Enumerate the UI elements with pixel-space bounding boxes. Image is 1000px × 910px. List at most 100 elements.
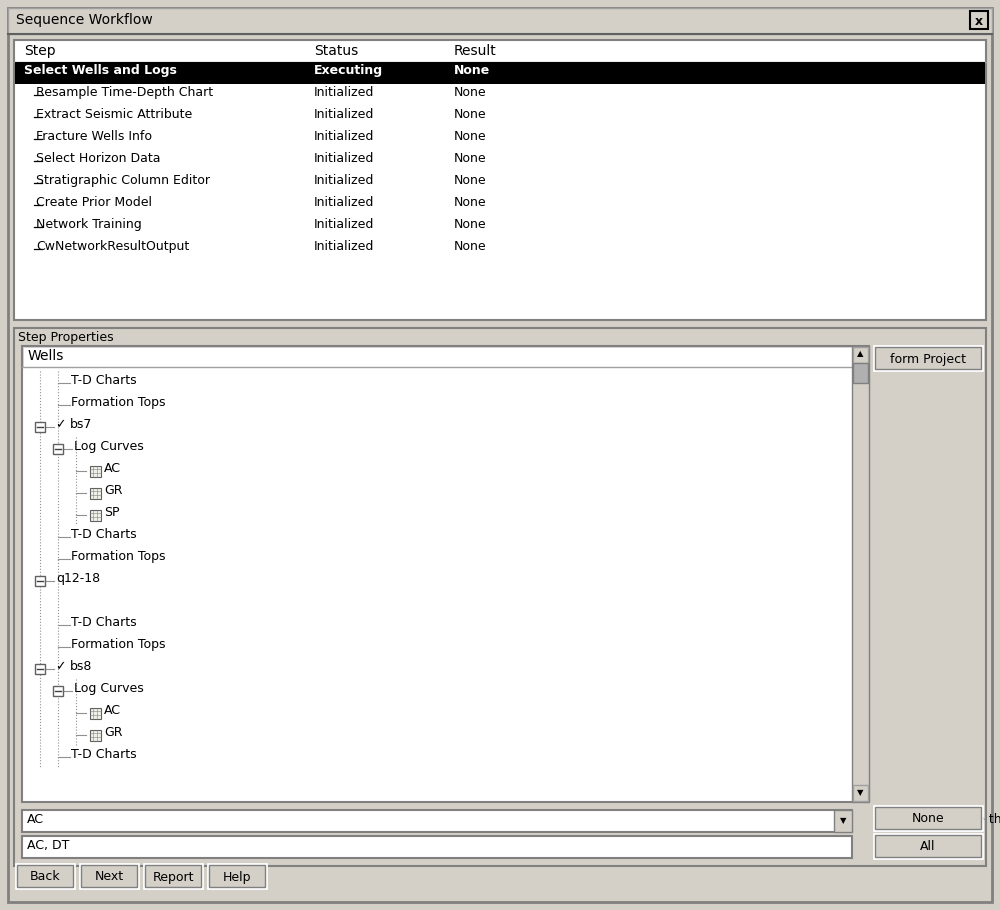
Text: Status: Status	[314, 44, 358, 58]
Text: Sequence Workflow: Sequence Workflow	[16, 13, 153, 27]
Bar	[853, 347, 868, 363]
Text: Result: Result	[454, 44, 497, 58]
Bar	[853, 363, 868, 383]
Text: Initialized: Initialized	[314, 196, 374, 209]
Bar	[81, 865, 137, 887]
Text: (If there are more than one alias separate them by ","): (If there are more than one alias separa…	[874, 813, 1000, 826]
Bar	[834, 810, 852, 832]
Text: Stratigraphic Column Editor: Stratigraphic Column Editor	[36, 174, 210, 187]
Text: None: None	[454, 240, 487, 253]
Bar	[970, 11, 988, 29]
Bar	[144, 864, 202, 888]
Text: Step: Step	[24, 44, 56, 58]
Text: T-D Charts: T-D Charts	[71, 748, 137, 761]
Bar	[874, 834, 982, 858]
Bar	[90, 510, 101, 521]
Text: Initialized: Initialized	[314, 108, 374, 121]
Bar	[90, 708, 101, 719]
Text: ✓: ✓	[55, 660, 66, 673]
Text: Executing: Executing	[314, 64, 383, 77]
Bar	[35, 664, 45, 674]
Text: None: None	[454, 130, 487, 143]
Bar	[875, 807, 981, 829]
Bar	[90, 466, 101, 477]
Text: None: None	[454, 196, 487, 209]
Bar	[209, 865, 265, 887]
Text: None: None	[912, 813, 944, 825]
Text: AC, DT: AC, DT	[27, 839, 69, 852]
Text: Extract Seismic Attribute: Extract Seismic Attribute	[36, 108, 192, 121]
Text: Resample Time-Depth Chart: Resample Time-Depth Chart	[36, 86, 213, 99]
Bar	[874, 806, 982, 830]
Bar	[875, 347, 981, 369]
Text: CwNetworkResultOutput: CwNetworkResultOutput	[36, 240, 189, 253]
Text: SP: SP	[104, 506, 120, 519]
Text: Formation Tops: Formation Tops	[71, 638, 166, 651]
Bar	[90, 488, 101, 499]
Bar	[145, 865, 201, 887]
Text: None: None	[454, 108, 487, 121]
Text: Initialized: Initialized	[314, 152, 374, 165]
Text: Formation Tops: Formation Tops	[71, 550, 166, 563]
Bar	[53, 444, 63, 454]
Bar	[22, 836, 852, 858]
Bar	[8, 8, 992, 34]
Text: Log Curves: Log Curves	[74, 682, 144, 695]
Text: Initialized: Initialized	[314, 240, 374, 253]
Text: ▼: ▼	[840, 816, 846, 825]
Text: GR: GR	[104, 484, 122, 497]
Text: Next: Next	[94, 871, 124, 884]
Text: Help: Help	[223, 871, 251, 884]
Text: None: None	[454, 64, 490, 77]
Text: None: None	[454, 152, 487, 165]
Text: Create Prior Model: Create Prior Model	[36, 196, 152, 209]
Text: AC: AC	[104, 462, 121, 475]
Text: AC: AC	[27, 813, 44, 826]
Bar	[35, 576, 45, 586]
Text: ✓: ✓	[55, 418, 66, 431]
Text: Initialized: Initialized	[314, 174, 374, 187]
Text: Fracture Wells Info: Fracture Wells Info	[36, 130, 152, 143]
Text: GR: GR	[104, 726, 122, 739]
Bar	[35, 422, 45, 432]
Bar	[23, 347, 852, 367]
Text: None: None	[454, 86, 487, 99]
Text: T-D Charts: T-D Charts	[71, 616, 137, 629]
Text: Log Curves: Log Curves	[74, 440, 144, 453]
Text: Back: Back	[30, 871, 60, 884]
Text: ▲: ▲	[857, 349, 863, 358]
Bar	[53, 686, 63, 696]
Bar	[90, 730, 101, 741]
Bar	[15, 62, 985, 84]
Text: ▼: ▼	[857, 788, 863, 797]
Text: All: All	[920, 841, 936, 854]
Bar	[852, 346, 869, 802]
Text: Select Wells and Logs: Select Wells and Logs	[24, 64, 177, 77]
Bar	[14, 40, 986, 320]
Bar	[208, 864, 266, 888]
Text: Formation Tops: Formation Tops	[71, 396, 166, 409]
Bar	[22, 810, 852, 832]
Text: bs8: bs8	[70, 660, 92, 673]
Bar	[14, 328, 986, 866]
Bar	[22, 346, 869, 802]
Text: T-D Charts: T-D Charts	[71, 374, 137, 387]
Text: Initialized: Initialized	[314, 86, 374, 99]
Text: None: None	[454, 218, 487, 231]
Bar	[80, 864, 138, 888]
Bar	[17, 865, 73, 887]
Text: q12-18: q12-18	[56, 572, 100, 585]
Bar	[874, 346, 982, 370]
Text: x: x	[975, 15, 983, 28]
Bar	[16, 864, 74, 888]
Text: Step Properties: Step Properties	[18, 331, 114, 344]
Text: Initialized: Initialized	[314, 218, 374, 231]
Text: Initialized: Initialized	[314, 130, 374, 143]
Text: AC: AC	[104, 704, 121, 717]
Bar	[853, 785, 868, 801]
Text: Select Horizon Data: Select Horizon Data	[36, 152, 160, 165]
Text: form Project: form Project	[890, 352, 966, 366]
Text: bs7: bs7	[70, 418, 92, 431]
Bar	[875, 835, 981, 857]
Text: Network Training: Network Training	[36, 218, 142, 231]
